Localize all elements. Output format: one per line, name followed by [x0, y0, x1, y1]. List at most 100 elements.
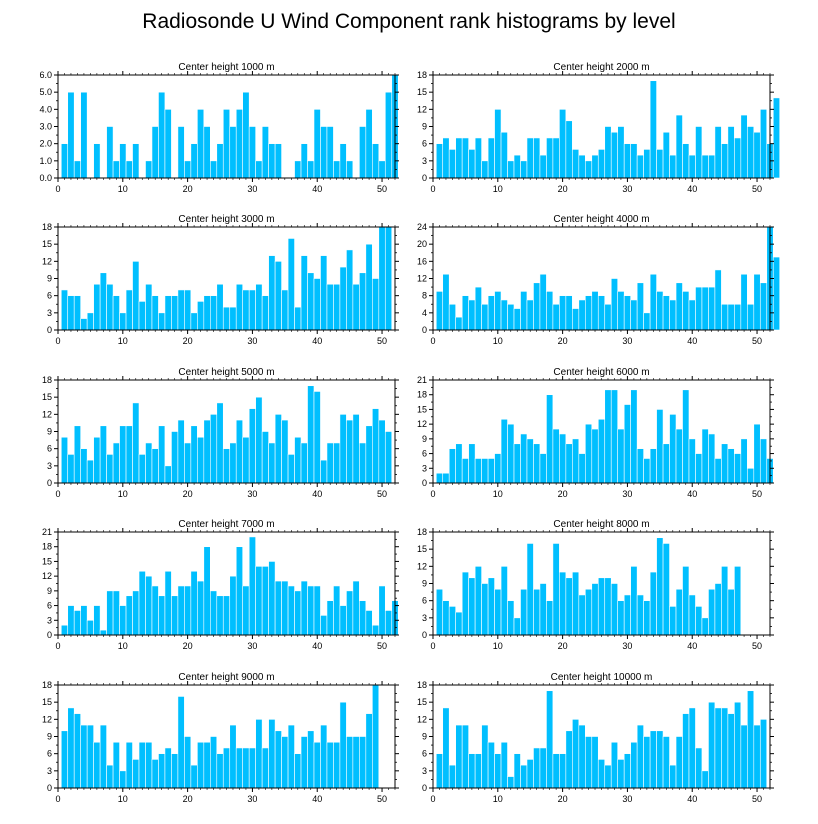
bar [688, 299, 696, 331]
bar [73, 713, 81, 789]
bar [682, 566, 690, 636]
bar [352, 414, 360, 484]
bar [494, 453, 502, 484]
bar [106, 126, 114, 179]
bar [268, 255, 276, 331]
bar [610, 583, 619, 636]
y-tick-label: 6 [422, 749, 427, 759]
y-tick-label: 18 [42, 222, 52, 232]
bar [559, 295, 567, 331]
panel-title: Center height 4000 m [553, 214, 649, 225]
bar [190, 764, 198, 789]
bar [203, 295, 211, 331]
bar [623, 404, 631, 484]
bar [307, 160, 315, 179]
bar [326, 126, 334, 179]
bar [552, 303, 560, 331]
bar [384, 610, 393, 636]
bar [145, 442, 153, 484]
bar [229, 575, 237, 636]
bar [630, 389, 638, 484]
bar [500, 741, 508, 789]
bar [656, 730, 664, 789]
bar [209, 590, 218, 636]
bar [675, 114, 683, 179]
panel-title: Center height 7000 m [178, 519, 274, 530]
bar [552, 137, 560, 179]
y-tick-label: 15 [42, 239, 52, 249]
bar [106, 590, 114, 636]
bar [313, 741, 321, 789]
y-tick-label: 9 [422, 434, 427, 444]
y-tick-label: 3 [47, 766, 52, 776]
panel-5: Center height 5000 m 0 3 6 9 12 15 18 0 10 20 30 40 5… [42, 367, 399, 499]
bar [145, 160, 153, 179]
bar [649, 273, 657, 331]
bar [759, 109, 768, 179]
bar [281, 580, 289, 636]
bar [177, 419, 185, 484]
bar [578, 453, 586, 484]
bar [242, 91, 250, 179]
bar [474, 286, 482, 331]
bar [372, 624, 380, 636]
y-tick-label: 0 [422, 325, 427, 335]
bar [623, 143, 631, 179]
x-tick-label: 30 [247, 641, 257, 651]
bar [669, 154, 677, 179]
bar [281, 289, 289, 331]
bar [235, 747, 244, 789]
bar [539, 453, 547, 484]
bar [313, 278, 321, 331]
bar [526, 137, 534, 179]
bar [604, 764, 612, 789]
bar [734, 453, 742, 484]
bar [617, 600, 625, 636]
bar [546, 600, 554, 636]
bar [708, 154, 716, 179]
bar [320, 724, 328, 789]
bar [617, 291, 625, 331]
x-tick-label: 40 [687, 184, 697, 194]
bar [565, 443, 573, 484]
bar [384, 91, 393, 179]
bar [145, 575, 153, 636]
bar [675, 428, 683, 484]
y-tick-label: 0 [47, 478, 52, 488]
panel-title: Center height 3000 m [178, 214, 274, 225]
bar [708, 286, 716, 331]
bar [610, 389, 619, 484]
x-tick-label: 0 [55, 489, 60, 499]
bar [138, 570, 146, 636]
bar [604, 389, 612, 484]
bar [714, 707, 722, 789]
bar [184, 160, 192, 179]
bar [662, 543, 670, 636]
bar [533, 588, 541, 636]
bar [222, 448, 231, 484]
y-tick-label: 12 [417, 104, 427, 114]
bar [119, 605, 127, 636]
bar [93, 436, 101, 484]
bar [597, 418, 606, 484]
bar [67, 707, 75, 789]
x-tick-label: 40 [312, 641, 322, 651]
y-tick-label: 15 [417, 404, 427, 414]
panel-4: Center height 4000 m 0 4 8 12 16 20 24 0 10 20 30 40… [417, 214, 781, 346]
x-tick-label: 30 [247, 336, 257, 346]
x-tick-label: 20 [558, 336, 568, 346]
x-tick-label: 20 [183, 184, 193, 194]
bar [435, 291, 444, 331]
bar [99, 724, 107, 789]
bar [584, 160, 593, 179]
bar [106, 283, 114, 331]
bar [99, 629, 107, 636]
bar [610, 278, 619, 331]
x-tick-label: 50 [377, 794, 387, 804]
y-tick-label: 12 [417, 714, 427, 724]
bar [158, 595, 166, 636]
bar [448, 764, 456, 789]
bar [145, 283, 153, 331]
panel-6: Center height 6000 m 0 3 6 9 12 15 18 21 0 10 20 30 4… [417, 367, 774, 499]
bar [623, 594, 631, 636]
